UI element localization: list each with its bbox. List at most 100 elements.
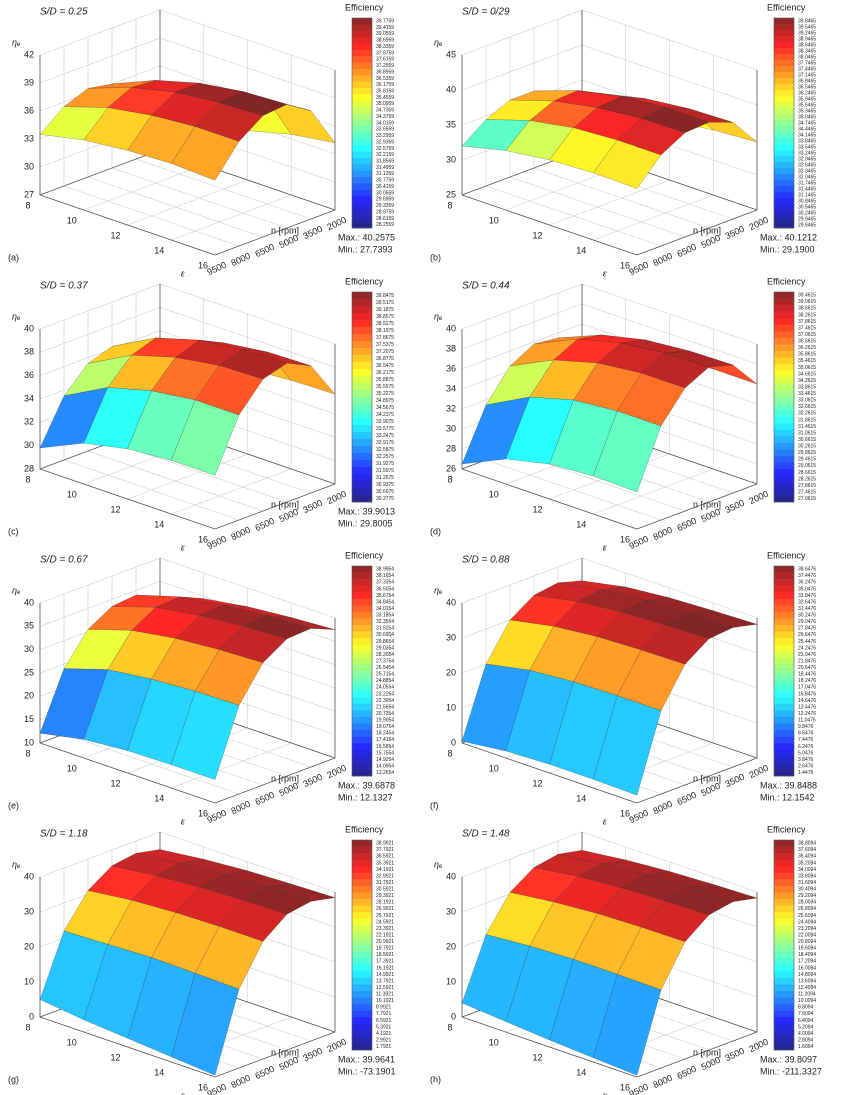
colorbar-segment bbox=[352, 411, 372, 419]
z-axis-label: ηₑ bbox=[434, 37, 443, 47]
colorbar-label: 35.5575 bbox=[376, 384, 394, 390]
colorbar-label: 22.1921 bbox=[376, 932, 394, 938]
y-tick-label: 9500 bbox=[628, 260, 650, 278]
colorbar-label: 35.0959 bbox=[376, 101, 394, 107]
z-tick-label: 40 bbox=[446, 871, 456, 881]
colorbar-label: 15.8476 bbox=[798, 691, 816, 697]
colorbar-segment bbox=[774, 324, 794, 332]
colorbar-label: 19.9054 bbox=[376, 718, 394, 724]
y-axis-label: n [rpm] bbox=[271, 225, 299, 235]
x-tick-label: 8 bbox=[25, 748, 30, 758]
colorbar-label: 29.3921 bbox=[376, 893, 394, 899]
colorbar-segment bbox=[774, 840, 794, 847]
colorbar-segment bbox=[352, 404, 372, 412]
colorbar-label: 1.7921 bbox=[376, 1044, 392, 1050]
y-tick-label: 8000 bbox=[230, 1073, 252, 1091]
colorbar-label: 32.6615 bbox=[798, 404, 816, 410]
y-tick-label: 2000 bbox=[326, 215, 348, 233]
colorbar-label: 30.2476 bbox=[798, 613, 816, 619]
colorbar-segment bbox=[352, 638, 372, 646]
x-tick-label: 14 bbox=[576, 793, 586, 803]
x-tick-label: 10 bbox=[489, 215, 499, 225]
colorbar-segment bbox=[774, 853, 794, 860]
colorbar-segment bbox=[774, 311, 794, 319]
colorbar-label: 3.8476 bbox=[798, 757, 814, 763]
panel-label: (g) bbox=[8, 1074, 19, 1084]
x-tick-label: 8 bbox=[447, 200, 452, 210]
colorbar-label: 29.8615 bbox=[798, 450, 816, 456]
chart-panel: 2730333639428101214169500800065005000350… bbox=[8, 2, 395, 278]
y-tick-label: 6500 bbox=[254, 790, 276, 808]
z-axis-label: ηₑ bbox=[434, 859, 443, 869]
colorbar-segment bbox=[774, 18, 794, 25]
x-tick-label: 14 bbox=[576, 519, 586, 529]
colorbar-segment bbox=[774, 618, 794, 626]
colorbar-label: 37.0615 bbox=[798, 332, 816, 338]
surface-patch bbox=[171, 399, 240, 476]
colorbar-segment bbox=[774, 78, 794, 85]
colorbar-label: 29.8654 bbox=[376, 639, 394, 645]
colorbar-segment bbox=[352, 925, 372, 933]
colorbar-label: 36.8959 bbox=[376, 69, 394, 75]
colorbar-label: 29.9465 bbox=[798, 216, 816, 222]
colorbar-segment bbox=[774, 298, 794, 306]
colorbar-label: 8.9921 bbox=[376, 1005, 392, 1011]
colorbar-label: 18.2476 bbox=[798, 678, 816, 684]
z-tick-label: 42 bbox=[24, 49, 34, 59]
colorbar-segment bbox=[774, 222, 794, 229]
colorbar-segment bbox=[352, 474, 372, 482]
colorbar-label: 24.0554 bbox=[376, 685, 394, 691]
z-axis-label: ηₑ bbox=[434, 311, 443, 321]
y-axis-label: n [rpm] bbox=[693, 225, 721, 235]
colorbar-label: 12.2476 bbox=[798, 711, 816, 717]
colorbar-segment bbox=[352, 126, 372, 133]
colorbar-label: 24.8854 bbox=[376, 678, 394, 684]
colorbar-segment bbox=[352, 418, 372, 426]
panel-title: S/D = 1.48 bbox=[462, 829, 510, 840]
colorbar-segment bbox=[352, 1036, 372, 1044]
colorbar-segment bbox=[352, 43, 372, 51]
colorbar-segment bbox=[774, 186, 794, 193]
colorbar-segment bbox=[774, 1004, 794, 1011]
colorbar-label: 34.2615 bbox=[798, 378, 816, 384]
colorbar-segment bbox=[352, 495, 372, 503]
y-tick-label: 9500 bbox=[628, 1082, 650, 1095]
y-tick-label: 8000 bbox=[230, 525, 252, 543]
colorbar-label: 1.4476 bbox=[798, 770, 814, 776]
colorbar-segment bbox=[352, 145, 372, 152]
colorbar-segment bbox=[774, 216, 794, 223]
z-tick-label: 30 bbox=[446, 632, 456, 642]
colorbar-label: 21.5654 bbox=[376, 704, 394, 710]
z-tick-label: 38 bbox=[446, 343, 456, 353]
colorbar-label: 30.2465 bbox=[798, 210, 816, 216]
colorbar-segment bbox=[352, 866, 372, 874]
colorbar-label: 38.5275 bbox=[376, 321, 394, 327]
colorbar-label: 23.2094 bbox=[798, 926, 816, 932]
colorbar-label: 37.1465 bbox=[798, 72, 816, 78]
colorbar-segment bbox=[774, 351, 794, 358]
z-tick-label: 30 bbox=[24, 906, 34, 916]
colorbar-label: 33.5465 bbox=[798, 144, 816, 150]
colorbar-segment bbox=[774, 918, 794, 926]
colorbar-label: 37.4465 bbox=[798, 66, 816, 72]
z-tick-label: 40 bbox=[446, 597, 456, 607]
colorbar-segment bbox=[352, 598, 372, 606]
panel-label: (h) bbox=[430, 1074, 441, 1084]
axis-box bbox=[39, 877, 336, 1078]
colorbar-segment bbox=[774, 449, 794, 457]
colorbar-label: 39.5175 bbox=[376, 300, 394, 306]
colorbar-segment bbox=[774, 132, 794, 139]
colorbar-label: 39.0615 bbox=[798, 299, 816, 305]
colorbar-title: Efficiency bbox=[345, 276, 384, 286]
colorbar-label: 21.8476 bbox=[798, 658, 816, 664]
colorbar-segment bbox=[352, 107, 372, 114]
y-tick-label: 6500 bbox=[676, 242, 698, 260]
colorbar-label: 33.0615 bbox=[798, 398, 816, 404]
surface-patch bbox=[171, 972, 240, 1076]
colorbar-segment bbox=[774, 885, 794, 893]
colorbar-label: 37.2559 bbox=[376, 63, 394, 69]
max-label: Max.: 40.1212 bbox=[760, 232, 817, 242]
colorbar-segment bbox=[774, 697, 794, 705]
chart-panel: 2830323436384081012141695008000650050003… bbox=[8, 276, 395, 552]
